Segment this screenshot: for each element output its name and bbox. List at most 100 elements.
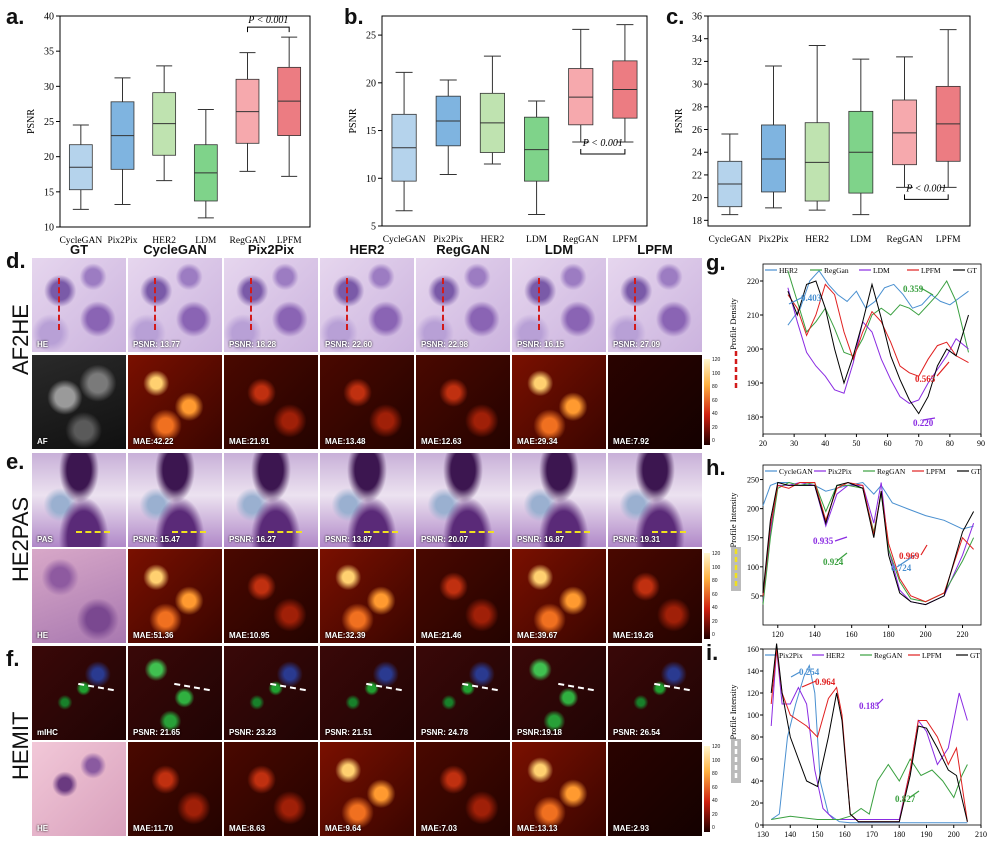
tile-metric-label: PSNR:19.18 [517,728,562,737]
y-tick-label: 30 [44,82,54,93]
image-tile-f-bot-lpfm: MAE:2.93 [608,742,702,836]
tile-metric-label: MAE:29.34 [517,437,558,446]
profile-line-marker [250,278,252,330]
annotation-arrow [922,417,936,421]
plot-frame [707,15,971,227]
series-line-her2 [770,648,968,820]
x-tick-label: 180 [893,830,905,839]
profile-line-marker [270,682,306,692]
legend-label: GT [970,651,980,660]
x-tick-label: 90 [977,439,985,448]
y-tick-label: 28 [692,102,702,113]
x-tick-label: 20 [759,439,767,448]
legend-label: GT [971,467,981,476]
profile-line-marker [556,531,590,533]
profile-line-marker [460,531,494,533]
image-tile-d-bot-her2: MAE:13.48 [320,355,414,449]
image-tile-f-top-her2: PSNR: 21.51 [320,646,414,740]
image-tile-d-bot-gt: AF [32,355,126,449]
correlation-annotation: 0.403 [801,293,822,303]
lineplot-i: 130 140 150 160 170 180 190 200 210 0 20 40 60 80 100 1… [728,643,987,839]
y-tick-label: 10 [44,223,54,234]
tile-metric-label: PSNR: 16.87 [517,535,565,544]
y-tick-label: 180 [747,413,759,422]
tile-metric-label: PSNR: 13.87 [325,535,373,544]
y-axis-label: PSNR [348,108,359,133]
colorbar-tick-label: 100 [712,757,721,764]
correlation-annotation: 0.935 [813,536,834,546]
y-tick-label: 60 [751,755,759,764]
image-tile-d-bot-ldm: MAE:29.34 [512,355,606,449]
image-tile-e-bot-reggan: MAE:21.46 [416,549,510,643]
annotation-arrow [896,554,916,568]
panel-letter-i: i. [706,640,719,665]
x-tick-label: 70 [915,439,923,448]
colorbar-tick-label: 20 [712,811,718,818]
tile-modality-label: HE [37,631,49,640]
image-tile-d-top-her2: PSNR: 22.60 [320,258,414,352]
legend-label: RegGan [824,266,849,275]
row-label-hemit: HEMIT [8,711,33,780]
legend-label: RegGAN [874,651,903,660]
y-tick-label: 20 [692,193,702,204]
legend-label: CycleGAN [779,467,813,476]
tile-metric-label: MAE:10.95 [229,631,270,640]
tile-metric-label: PSNR: 15.47 [133,535,181,544]
x-tick-label: 190 [921,830,933,839]
legend-label: HER2 [779,266,798,275]
colorbar-tick-label: 0 [712,825,715,831]
series-line-lpfm [787,283,969,377]
plot-frame [762,263,982,435]
x-tick-label: LDM [195,236,217,246]
x-tick-label: HER2 [152,236,176,246]
x-tick-label: 150 [812,830,824,839]
tile-modality-label: HE [37,340,49,349]
image-tile-f-bot-pix2pix: MAE:8.63 [224,742,318,836]
profile-line-marker [154,278,156,330]
x-tick-label: 40 [821,439,829,448]
lineplot-g: 20 30 40 50 60 70 80 90 180 190 200 210 220 Profile D… [728,263,985,448]
y-tick-label: 34 [692,34,702,45]
image-tile-e-bot-cyclegan: MAE:51.36 [128,549,222,643]
y-tick-label: 220 [747,277,759,286]
x-tick-label: HER2 [805,235,829,245]
colorbar-tick-label: 20 [712,618,718,625]
x-tick-label: 30 [790,439,798,448]
correlation-annotation: 0.724 [891,563,912,573]
y-tick-label: 200 [747,505,759,514]
series-line-gt [770,643,968,823]
image-tile-e-top-gt: PAS [32,453,126,547]
x-tick-label: HER2 [481,235,505,245]
image-tile-e-top-her2: PSNR: 13.87 [320,453,414,547]
x-tick-label: 160 [846,630,858,639]
profile-line-marker [58,278,60,330]
row-label-he2pas: HE2PAS [8,496,33,582]
colorbar-tick-label: 60 [712,591,718,598]
tile-metric-label: PSNR: 19.31 [613,535,661,544]
colorbar-tick-label: 80 [712,771,718,777]
profile-line-marker [366,682,402,692]
x-tick-label: 60 [884,439,892,448]
series-line-reggan [762,481,975,605]
series-line-ldm [787,287,969,404]
image-tile-d-top-gt: HE [32,258,126,352]
y-tick-label: 22 [692,170,702,181]
x-tick-label: 200 [920,630,932,639]
colorbar-tick-label: 120 [712,551,721,557]
panel-letter-a: a. [6,4,25,29]
x-tick-label: 120 [772,630,784,639]
significance-bracket [904,194,949,200]
panel-letter-b: b. [344,4,364,29]
p-value-annotation: P < 0.001 [905,183,946,194]
y-tick-label: 10 [366,174,376,185]
image-tile-e-bot-lpfm: MAE:19.26 [608,549,702,643]
tile-metric-label: MAE:19.26 [613,631,654,640]
significance-bracket [580,149,626,155]
y-axis-label: PSNR [26,109,37,134]
x-tick-label: LPFM [613,235,638,245]
image-tile-e-top-lpfm: PSNR: 19.31 [608,453,702,547]
colorbar-tick-label: 120 [712,357,721,363]
colorbar-tick-label: 120 [712,744,721,750]
image-tile-d-top-reggan: PSNR: 22.98 [416,258,510,352]
correlation-annotation: 0.969 [899,551,920,561]
